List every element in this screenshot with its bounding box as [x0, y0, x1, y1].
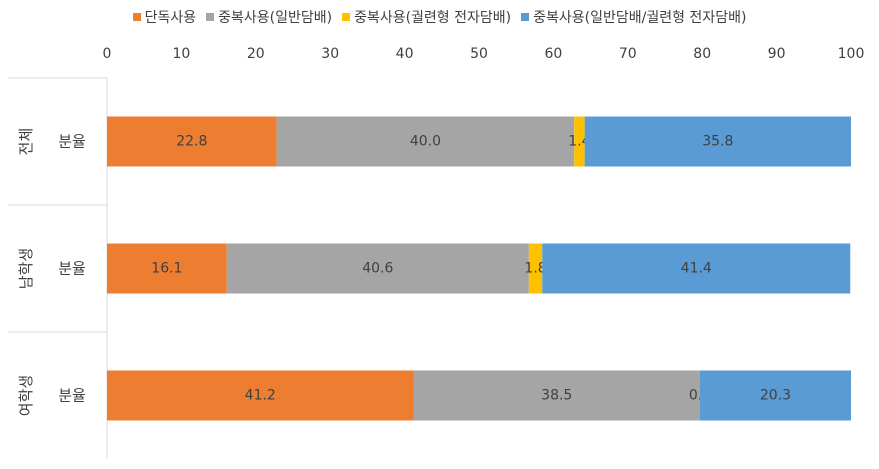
data-label: 16.1 — [151, 261, 182, 277]
bar-segment — [226, 243, 529, 294]
legend-swatch-dual-both — [521, 13, 530, 21]
data-label: 40.0 — [410, 134, 441, 150]
bar-segment — [413, 370, 700, 421]
bar-segment — [276, 116, 575, 167]
group-label: 여학생 — [17, 375, 35, 416]
x-tick-label: 60 — [544, 46, 562, 62]
legend-item-dual-heated: 중복사용(궐련형 전자담배) — [342, 7, 511, 27]
legend-label-dual-both: 중복사용(일반담배/궐련형 전자담배) — [533, 10, 747, 26]
category-label: 분율 — [58, 387, 86, 405]
legend-item-dual-both: 중복사용(일반담배/궐련형 전자담배) — [521, 7, 746, 27]
bar-segment — [107, 243, 227, 294]
legend-label-dual-heated: 중복사용(궐련형 전자담배) — [354, 10, 512, 26]
bar-segment — [107, 370, 414, 421]
data-label: 38.5 — [541, 388, 572, 404]
x-tick-label: 70 — [619, 46, 637, 62]
legend-swatch-dual-heated — [342, 13, 351, 21]
bar-segment — [528, 243, 543, 294]
data-label: 41.2 — [245, 388, 276, 404]
legend-label-dual-regular: 중복사용(일반담배) — [218, 10, 333, 26]
category-label: 분율 — [58, 133, 86, 151]
data-label: 35.8 — [702, 134, 733, 150]
chart-legend: 단독사용 중복사용(일반담배) 중복사용(궐련형 전자담배) 중복사용(일반담배… — [0, 4, 879, 30]
bar-segment — [574, 116, 585, 167]
x-tick-label: 50 — [470, 46, 488, 62]
legend-item-solo-use: 단독사용 — [132, 7, 197, 27]
group-label: 남학생 — [17, 248, 35, 289]
x-tick-label: 20 — [247, 46, 265, 62]
bar-segment — [542, 243, 851, 294]
legend-label-solo-use: 단독사용 — [144, 10, 197, 26]
data-label: 1.8 — [524, 261, 546, 277]
group-label: 전체 — [17, 128, 35, 156]
x-tick-label: 100 — [838, 46, 865, 62]
legend-swatch-solo-use — [132, 13, 141, 21]
x-tick-label: 0 — [103, 46, 112, 62]
x-tick-label: 10 — [172, 46, 190, 62]
x-tick-label: 90 — [768, 46, 786, 62]
x-tick-label: 40 — [396, 46, 414, 62]
bar-segment — [584, 116, 851, 167]
data-label: 40.6 — [362, 261, 393, 277]
data-label: 41.4 — [681, 261, 712, 277]
data-label: 22.8 — [176, 134, 207, 150]
legend-item-dual-regular: 중복사용(일반담배) — [206, 7, 332, 27]
legend-swatch-dual-regular — [206, 13, 215, 21]
bar-segment — [699, 370, 851, 421]
category-label: 분율 — [58, 260, 86, 278]
bar-segment — [107, 116, 277, 167]
data-label: 20.3 — [760, 388, 791, 404]
x-tick-label: 80 — [693, 46, 711, 62]
x-tick-label: 30 — [321, 46, 339, 62]
